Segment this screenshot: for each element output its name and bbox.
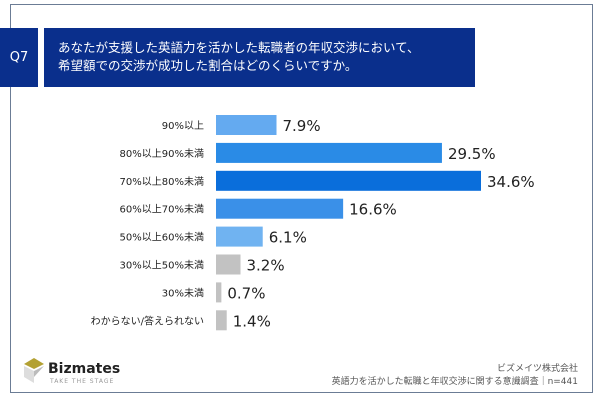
category-label: 60%以上70%未満 xyxy=(120,204,204,216)
category-label: 30%以上50%未満 xyxy=(120,260,204,272)
bar xyxy=(216,254,241,275)
question-title: あなたが支援した英語力を活かした転職者の年収交渉において、 希望額での交渉が成功… xyxy=(44,28,475,87)
value-label: 0.7% xyxy=(227,284,265,302)
bar xyxy=(216,115,277,135)
category-label: わからない/答えられない xyxy=(91,314,204,327)
category-label: 30%未満 xyxy=(162,287,204,299)
survey-source: 英語力を活かした転職と年収交渉に関する意識調査｜n=441 xyxy=(331,377,578,387)
bar xyxy=(216,142,442,163)
bizmates-logo-icon xyxy=(24,358,44,383)
value-label: 16.6% xyxy=(349,201,397,219)
value-label: 1.4% xyxy=(233,312,271,330)
bar xyxy=(216,170,481,191)
title-line-2: 希望額での交渉が成功した割合はどのくらいですか。 xyxy=(58,58,358,73)
title-line-1: あなたが支援した英語力を活かした転職者の年収交渉において、 xyxy=(58,40,420,55)
bar xyxy=(216,226,263,247)
bar xyxy=(216,310,227,331)
brand-tagline: TAKE THE STAGE xyxy=(50,378,115,385)
category-label: 80%以上90%未満 xyxy=(120,148,204,160)
question-number: Q7 xyxy=(0,28,38,87)
value-label: 29.5% xyxy=(448,145,496,163)
brand-name: Bizmates xyxy=(48,361,121,377)
value-label: 7.9% xyxy=(283,117,321,135)
category-label: 50%以上60%未満 xyxy=(120,232,204,244)
company-name: ビズメイツ株式会社 xyxy=(496,364,578,374)
value-label: 6.1% xyxy=(269,229,307,247)
category-label: 90%以上 xyxy=(162,120,204,132)
frame xyxy=(10,4,593,393)
value-label: 34.6% xyxy=(487,173,535,191)
category-label: 70%以上80%未満 xyxy=(120,176,204,188)
value-label: 3.2% xyxy=(247,257,285,275)
bar xyxy=(216,282,222,303)
bar xyxy=(216,198,344,219)
